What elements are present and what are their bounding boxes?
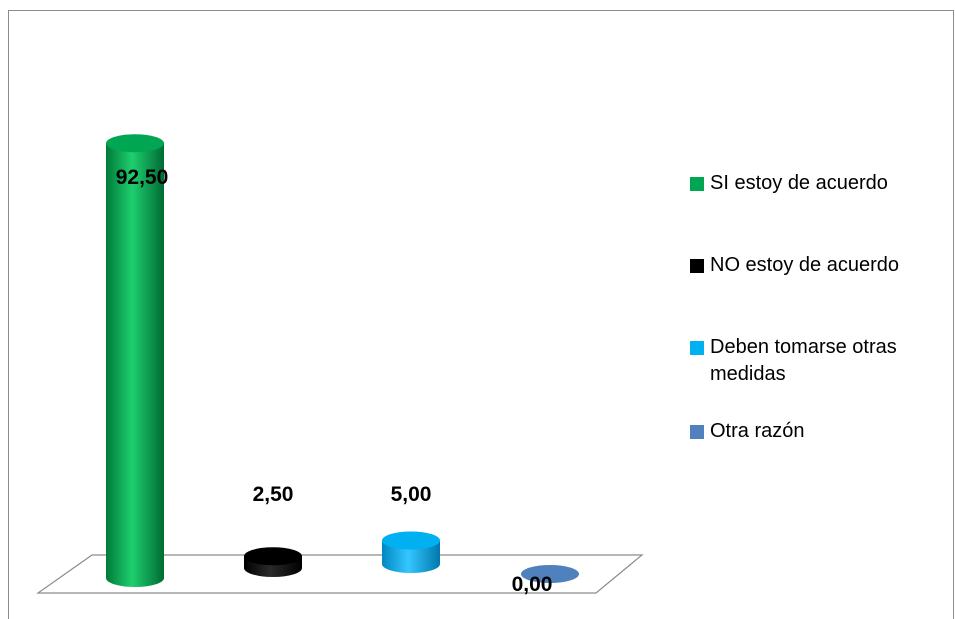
legend-item: SI estoy de acuerdo [690,170,950,252]
bar-top [244,547,302,566]
bar-top [382,531,440,550]
legend-item: Otra razón [690,418,950,500]
legend-swatch [690,341,704,355]
bar-cylinder [244,547,302,577]
bar-top [521,565,579,583]
bar-value-label: 0,00 [512,573,553,596]
legend-swatch [690,259,704,273]
bar-value-label: 2,50 [253,483,294,506]
bar-cylinder [521,565,579,583]
bar-cylinder [106,134,164,587]
bar-cylinder [382,531,440,573]
bar-value-label: 92,50 [116,166,169,189]
bar-body [106,143,164,587]
legend-label: SI estoy de acuerdo [710,172,888,194]
chart-frame [8,10,954,619]
bar-value-label: 5,00 [391,483,432,506]
legend-item: Deben tomarse otras medidas [690,334,950,418]
legend-label: Deben tomarse otras medidas [710,336,897,385]
legend-swatch [690,177,704,191]
bar-body [382,540,440,573]
legend-item: NO estoy de acuerdo [690,252,950,334]
legend-label: NO estoy de acuerdo [710,254,899,276]
chart-floor [36,554,644,594]
bar-top [106,134,164,153]
chart-legend: SI estoy de acuerdo NO estoy de acuerdo … [690,170,950,500]
legend-label: Otra razón [710,420,805,442]
legend-swatch [690,425,704,439]
